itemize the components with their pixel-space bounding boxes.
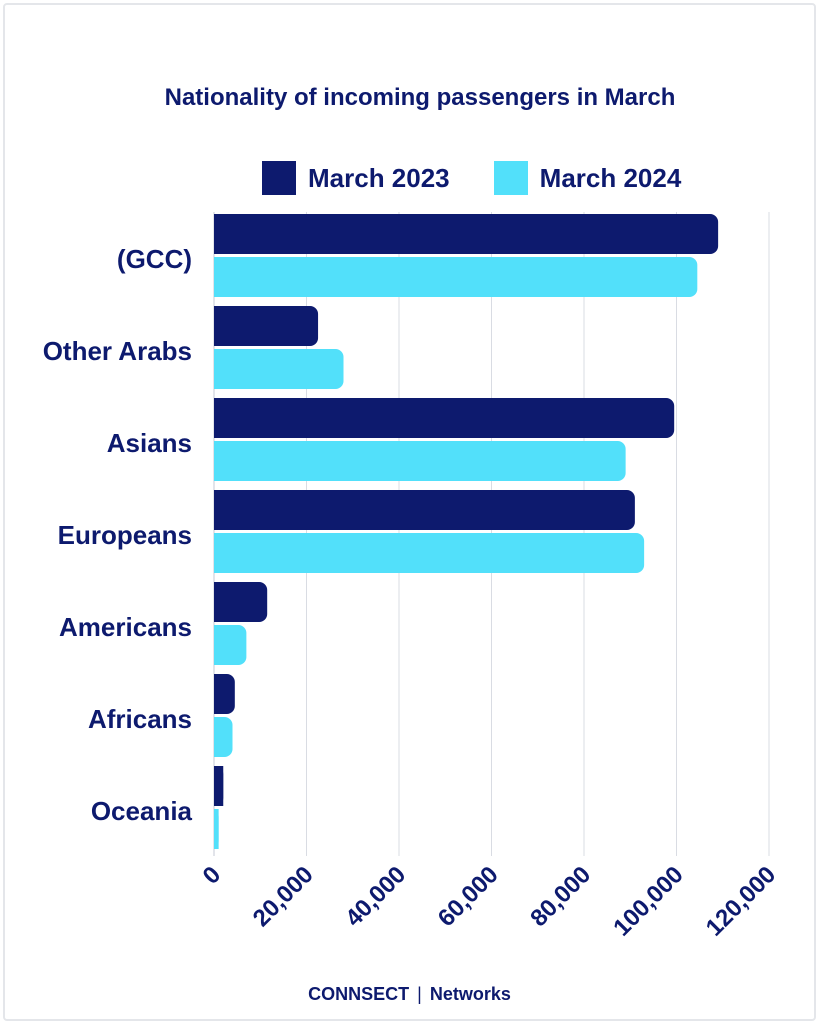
footer-separator: | xyxy=(417,984,422,1004)
legend-item-march-2023: March 2023 xyxy=(262,161,450,195)
bar-base-2-0 xyxy=(214,398,224,438)
bar-asians-2024 xyxy=(214,441,626,481)
bar-base-5-1 xyxy=(214,717,224,757)
x-tick-label: 20,000 xyxy=(248,861,319,932)
bar-base-5-0 xyxy=(214,674,224,714)
x-tick-label: 100,000 xyxy=(608,861,688,941)
category-label: Asians xyxy=(107,428,192,458)
card-frame xyxy=(3,3,816,1021)
legend-item-march-2024: March 2024 xyxy=(493,161,682,195)
bar-other-arabs-2023 xyxy=(214,306,319,346)
bar-gcc-2023 xyxy=(214,214,719,254)
category-label: Other Arabs xyxy=(43,336,192,366)
bar-base-3-0 xyxy=(214,490,224,530)
x-tick-label: 80,000 xyxy=(525,861,596,932)
category-label: Africans xyxy=(88,704,192,734)
bar-gcc-2024 xyxy=(214,257,698,297)
bar-base-6-1 xyxy=(214,809,219,849)
bar-base-4-1 xyxy=(214,625,224,665)
bar-asians-2023 xyxy=(214,398,675,438)
category-label: (GCC) xyxy=(117,244,192,274)
bar-americans-2023 xyxy=(214,582,268,622)
footer-brand-suffix: Networks xyxy=(429,984,511,1004)
legend-swatch-march-2024 xyxy=(493,161,528,195)
category-label: Europeans xyxy=(58,520,192,550)
footer-brand-name: CONNSECT xyxy=(308,984,410,1004)
legend-label-march-2024: March 2024 xyxy=(539,162,682,193)
bar-base-1-1 xyxy=(214,349,224,389)
bar-europeans-2024 xyxy=(214,533,645,573)
bar-base-0-0 xyxy=(214,214,224,254)
legend-label-march-2023: March 2023 xyxy=(308,162,450,193)
bar-base-6-0 xyxy=(214,766,224,806)
bar-base-3-1 xyxy=(214,533,224,573)
bar-base-0-1 xyxy=(214,257,224,297)
legend-swatch-march-2023 xyxy=(262,161,296,195)
footer-brand: CONNSECT | Networks xyxy=(0,984,819,1005)
chart-title: Nationality of incoming passengers in Ma… xyxy=(164,84,676,111)
bar-base-2-1 xyxy=(214,441,224,481)
x-tick-label: 120,000 xyxy=(701,861,781,941)
x-tick-label: 40,000 xyxy=(340,861,411,932)
x-tick-label: 60,000 xyxy=(433,861,504,932)
x-tick-label: 0 xyxy=(198,861,227,890)
category-label: Americans xyxy=(59,612,192,642)
bar-other-arabs-2024 xyxy=(214,349,344,389)
chart-legend: March 2023 March 2024 xyxy=(262,160,725,196)
category-label: Oceania xyxy=(91,796,193,826)
bar-europeans-2023 xyxy=(214,490,635,530)
bar-base-1-0 xyxy=(214,306,224,346)
bar-base-4-0 xyxy=(214,582,224,622)
